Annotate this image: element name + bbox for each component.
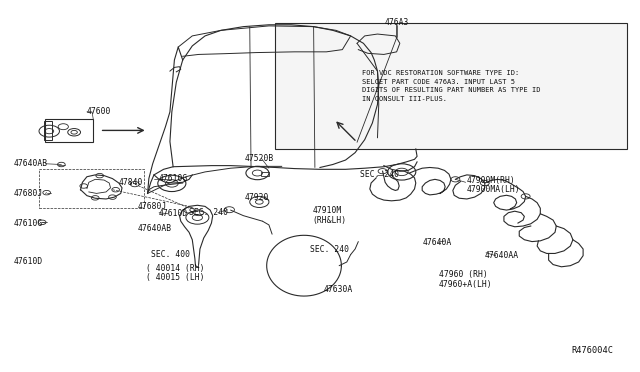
Text: 47640A: 47640A: [422, 238, 451, 247]
Text: 47640AA: 47640AA: [484, 251, 519, 260]
Text: 47680J: 47680J: [138, 202, 167, 211]
Text: 47640AB: 47640AB: [13, 159, 47, 168]
Bar: [45, 119, 93, 141]
Text: 47920: 47920: [244, 193, 269, 202]
Bar: [261, 172, 269, 176]
Text: 47680J: 47680J: [13, 189, 43, 198]
Bar: [275, 23, 627, 149]
Text: 47960+A(LH): 47960+A(LH): [439, 280, 492, 289]
Circle shape: [451, 177, 460, 182]
Text: 47600: 47600: [87, 108, 111, 116]
Text: SEC. 240: SEC. 240: [360, 170, 399, 179]
Bar: [44, 121, 52, 140]
Text: 47630A: 47630A: [323, 285, 353, 294]
Text: 476A3: 476A3: [385, 19, 409, 28]
Text: (RH&LH): (RH&LH): [312, 216, 346, 225]
Text: R476004C: R476004C: [572, 346, 614, 355]
Circle shape: [521, 194, 530, 199]
Text: 47640AB: 47640AB: [138, 224, 172, 233]
Text: 47610D: 47610D: [13, 257, 43, 266]
Text: 47960 (RH): 47960 (RH): [439, 270, 488, 279]
Text: SEC. 400: SEC. 400: [151, 250, 190, 259]
Circle shape: [480, 180, 489, 186]
Text: 47840: 47840: [119, 178, 143, 187]
Text: 47910M: 47910M: [312, 206, 342, 215]
Text: FOR VDC RESTORATION SOFTWARE TYPE ID:
SELCET PART CODE 476A3. INPUT LAST 5
DIGIT: FOR VDC RESTORATION SOFTWARE TYPE ID: SE…: [362, 70, 540, 102]
Text: 47610G: 47610G: [159, 174, 188, 183]
Text: 47900MA(LH): 47900MA(LH): [467, 185, 520, 194]
Text: SEC. 240: SEC. 240: [189, 208, 228, 217]
Text: 47610D: 47610D: [159, 209, 188, 218]
Bar: [39, 169, 145, 208]
Text: 47900M(RH): 47900M(RH): [467, 176, 516, 185]
Text: ( 40015 (LH): ( 40015 (LH): [147, 273, 205, 282]
Circle shape: [378, 169, 387, 174]
Text: 47520B: 47520B: [244, 154, 274, 163]
Text: 47610G: 47610G: [13, 219, 43, 228]
Text: SEC. 240: SEC. 240: [310, 244, 349, 253]
Text: ( 40014 (RH): ( 40014 (RH): [147, 264, 205, 273]
